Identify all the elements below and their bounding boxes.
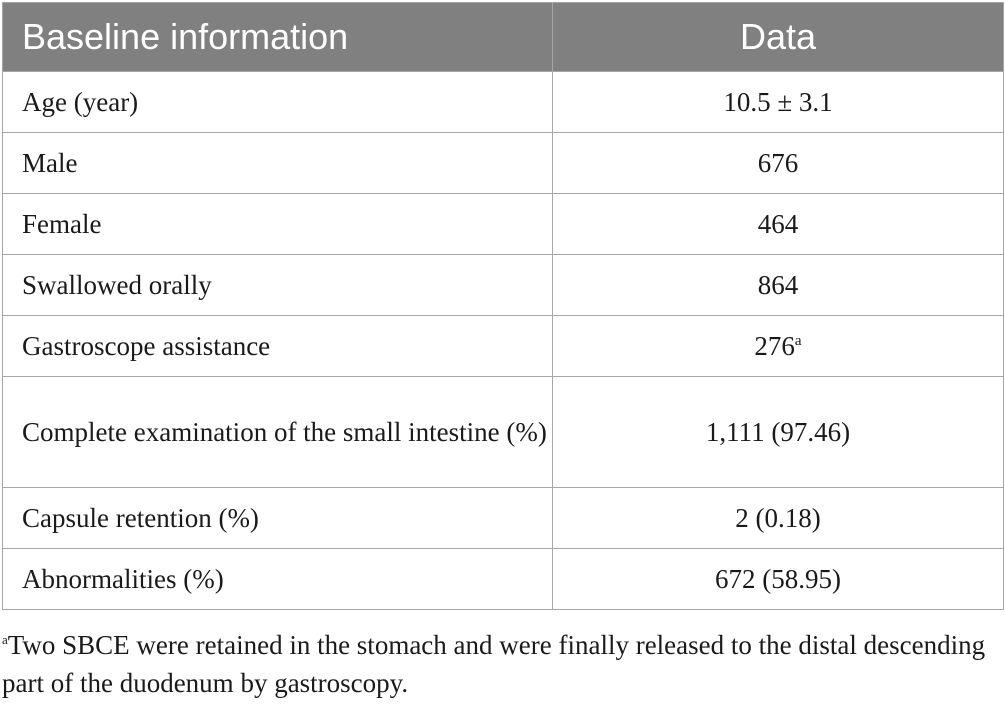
- row-value: 2 (0.18): [552, 487, 1004, 549]
- footnote-marker: a: [794, 332, 802, 349]
- table-row: Age (year) 10.5 ± 3.1: [2, 71, 1004, 133]
- baseline-table: Baseline information Data Age (year) 10.…: [2, 2, 1004, 610]
- row-label: Capsule retention (%): [2, 487, 553, 549]
- header-data: Data: [552, 2, 1004, 72]
- row-value: 864: [552, 254, 1004, 316]
- table-row: Capsule retention (%) 2 (0.18): [2, 487, 1004, 549]
- row-label: Female: [2, 193, 553, 255]
- footnote-marker: a: [2, 632, 8, 647]
- table-footnote: aTwo SBCE were retained in the stomach a…: [2, 626, 1002, 702]
- table-row: Swallowed orally 864: [2, 254, 1004, 316]
- row-label: Abnormalities (%): [2, 548, 553, 610]
- table-body: Age (year) 10.5 ± 3.1 Male 676 Female 46…: [2, 71, 1004, 610]
- row-value: 1,111 (97.46): [552, 376, 1004, 488]
- row-value: 464: [552, 193, 1004, 255]
- table-header: Baseline information Data: [2, 2, 1004, 72]
- table-row: Complete examination of the small intest…: [2, 376, 1004, 488]
- value-text: 464: [757, 208, 799, 239]
- value-text: 864: [757, 269, 799, 300]
- row-value: 10.5 ± 3.1: [552, 71, 1004, 133]
- table-row: Male 676: [2, 132, 1004, 194]
- value-text: 676: [757, 147, 799, 178]
- row-label: Swallowed orally: [2, 254, 553, 316]
- row-value: 276a: [552, 315, 1004, 377]
- table-row: Abnormalities (%) 672 (58.95): [2, 548, 1004, 610]
- row-label: Gastroscope assistance: [2, 315, 553, 377]
- value-text: 276: [754, 330, 795, 361]
- value-text: 10.5 ± 3.1: [723, 86, 833, 117]
- row-value: 672 (58.95): [552, 548, 1004, 610]
- table-row: Gastroscope assistance 276a: [2, 315, 1004, 377]
- header-row: Baseline information Data: [2, 2, 1004, 72]
- row-label: Complete examination of the small intest…: [2, 376, 553, 488]
- baseline-table-container: Baseline information Data Age (year) 10.…: [2, 2, 1004, 610]
- footnote-text: Two SBCE were retained in the stomach an…: [2, 630, 986, 698]
- value-text: 672 (58.95): [715, 563, 841, 594]
- row-label: Male: [2, 132, 553, 194]
- table-row: Female 464: [2, 193, 1004, 255]
- row-value: 676: [552, 132, 1004, 194]
- value-text: 1,111 (97.46): [705, 416, 851, 447]
- value-text: 2 (0.18): [735, 502, 821, 533]
- header-baseline-information: Baseline information: [2, 2, 553, 72]
- row-label: Age (year): [2, 71, 553, 133]
